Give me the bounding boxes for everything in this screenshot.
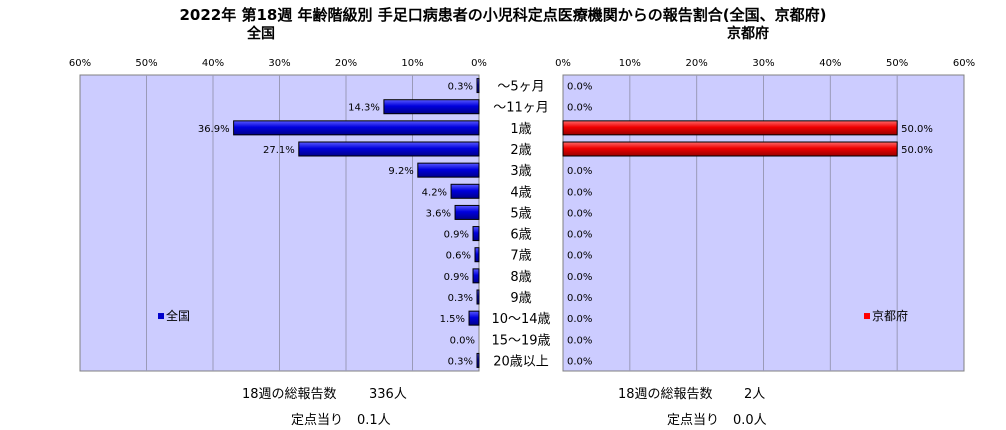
national-bar <box>417 162 480 178</box>
kyoto-tick-label: 50% <box>886 58 908 69</box>
national-data-label: 0.6% <box>446 251 471 262</box>
kyoto-per-site-label: 定点当り <box>667 413 720 428</box>
national-bar <box>298 141 480 157</box>
age-group-label: 5歳 <box>510 206 531 221</box>
kyoto-data-label: 0.0% <box>567 272 592 283</box>
age-group-label: 15～19歳 <box>491 333 550 348</box>
kyoto-panel-title: 京都府 <box>727 25 769 42</box>
kyoto-per-site-value: 0.0人 <box>733 413 767 428</box>
kyoto-legend-label: 京都府 <box>872 308 908 323</box>
kyoto-data-label: 0.0% <box>567 251 592 262</box>
age-group-label: 4歳 <box>510 185 531 200</box>
age-group-label: ～5ヶ月 <box>497 80 544 95</box>
age-group-label: 10～14歳 <box>491 312 550 327</box>
national-data-label: 0.3% <box>448 82 473 93</box>
national-total-value: 336人 <box>369 387 407 402</box>
kyoto-data-label: 0.0% <box>567 314 592 325</box>
national-per-site-label: 定点当り <box>291 413 344 428</box>
national-data-label: 1.5% <box>440 314 465 325</box>
kyoto-tick-label: 30% <box>752 58 774 69</box>
national-data-label: 14.3% <box>348 103 380 114</box>
national-tick-label: 60% <box>69 58 91 69</box>
national-total-label: 18週の総報告数 <box>242 387 337 402</box>
national-data-label: 9.2% <box>388 166 413 177</box>
national-legend-swatch <box>158 313 164 320</box>
chart-main-title: 2022年 第18週 年齢階級別 手足口病患者の小児科定点医療機関からの報告割合… <box>179 6 827 24</box>
national-bar <box>454 204 480 220</box>
kyoto-data-label: 0.0% <box>567 230 592 241</box>
national-bar <box>450 183 480 199</box>
age-group-label: 6歳 <box>510 228 531 243</box>
kyoto-data-label: 0.0% <box>567 103 592 114</box>
age-group-label: 8歳 <box>510 270 531 285</box>
kyoto-data-label: 0.0% <box>567 356 592 367</box>
kyoto-data-label: 0.0% <box>567 208 592 219</box>
national-bar <box>233 120 480 136</box>
national-tick-label: 30% <box>268 58 290 69</box>
national-bar <box>474 247 480 263</box>
age-group-label: 7歳 <box>510 249 531 264</box>
national-data-label: 27.1% <box>263 145 295 156</box>
national-bar <box>476 78 480 94</box>
national-data-label: 0.9% <box>444 230 469 241</box>
national-bar <box>383 99 480 115</box>
age-group-label: 20歳以上 <box>493 354 549 369</box>
national-data-label: 0.0% <box>450 335 475 346</box>
kyoto-total-value: 2人 <box>744 387 766 402</box>
national-tick-label: 40% <box>202 58 224 69</box>
kyoto-data-label: 0.0% <box>567 82 592 93</box>
kyoto-legend-swatch <box>864 313 870 320</box>
national-data-label: 0.9% <box>444 272 469 283</box>
kyoto-tick-label: 20% <box>686 58 708 69</box>
national-data-label: 4.2% <box>422 187 447 198</box>
kyoto-tick-label: 10% <box>619 58 641 69</box>
kyoto-tick-label: 0% <box>555 58 571 69</box>
kyoto-tick-label: 40% <box>819 58 841 69</box>
national-bar <box>472 268 480 284</box>
kyoto-data-label: 0.0% <box>567 293 592 304</box>
national-tick-label: 50% <box>135 58 157 69</box>
kyoto-bar <box>562 141 898 157</box>
kyoto-data-label: 0.0% <box>567 187 592 198</box>
national-data-label: 0.3% <box>448 293 473 304</box>
national-data-label: 3.6% <box>426 208 451 219</box>
national-panel-title: 全国 <box>246 25 275 42</box>
age-group-label: 2歳 <box>510 143 531 158</box>
kyoto-tick-label: 60% <box>953 58 975 69</box>
kyoto-bar <box>562 120 898 136</box>
national-tick-label: 20% <box>335 58 357 69</box>
kyoto-data-label: 0.0% <box>567 166 592 177</box>
age-group-label: 9歳 <box>510 291 531 306</box>
national-legend-label: 全国 <box>166 308 190 323</box>
age-group-label: 1歳 <box>510 122 531 137</box>
national-bar <box>476 289 480 305</box>
age-group-label: 3歳 <box>510 164 531 179</box>
national-data-label: 0.3% <box>448 356 473 367</box>
kyoto-total-label: 18週の総報告数 <box>618 387 713 402</box>
national-bar <box>468 310 480 326</box>
kyoto-data-label: 0.0% <box>567 335 592 346</box>
age-group-label: ～11ヶ月 <box>493 101 549 116</box>
kyoto-data-label: 50.0% <box>901 124 933 135</box>
kyoto-data-label: 50.0% <box>901 145 933 156</box>
national-per-site-value: 0.1人 <box>357 413 391 428</box>
national-tick-label: 0% <box>471 58 487 69</box>
national-bar <box>472 226 480 242</box>
national-bar <box>476 352 480 368</box>
national-data-label: 36.9% <box>198 124 230 135</box>
national-tick-label: 10% <box>401 58 423 69</box>
